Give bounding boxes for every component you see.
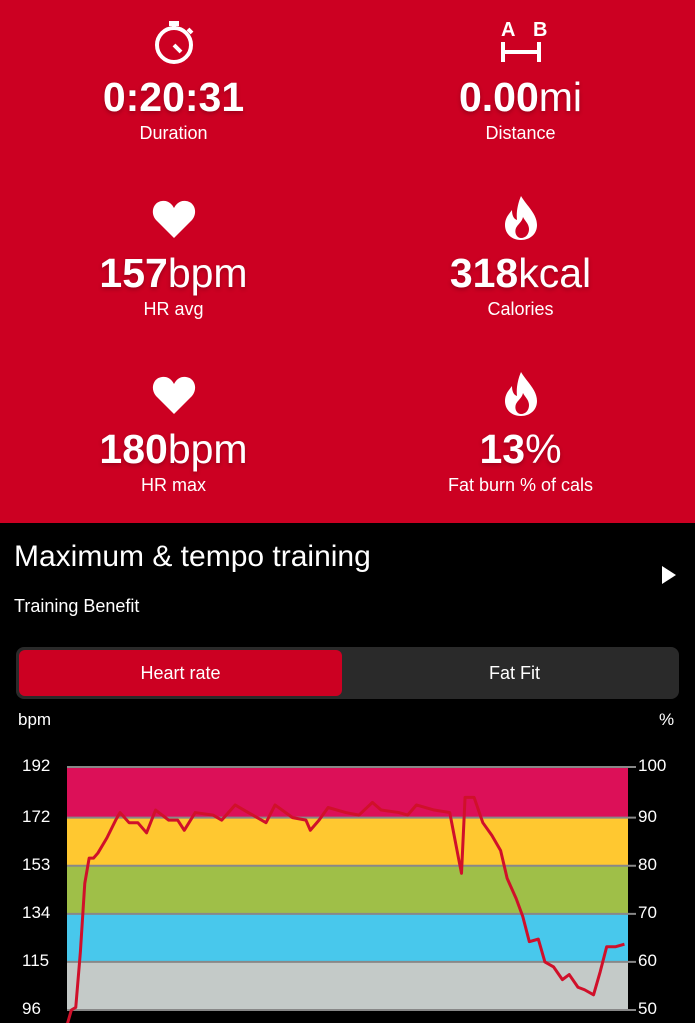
- chart-toggle: Heart rate Fat Fit: [16, 647, 679, 699]
- play-icon[interactable]: [662, 566, 676, 584]
- left-tick-label: 153: [22, 854, 51, 874]
- stat-label: Fat burn % of cals: [447, 475, 594, 495]
- stopwatch-icon: [0, 18, 347, 66]
- stat-label: HR max: [140, 475, 206, 495]
- training-benefit-title: Maximum & tempo training: [14, 540, 371, 573]
- left-tick-label: 115: [22, 950, 50, 970]
- stat-number: 13: [479, 426, 526, 472]
- stat-number: 0.00: [458, 74, 539, 120]
- hr-zone-4: [67, 817, 628, 866]
- summary-panel: 0:20:31 Duration A B 0.00mi Distance 157bp…: [0, 0, 695, 523]
- left-tick-label: 172: [22, 806, 51, 826]
- stat-value: 0.00mi: [347, 72, 694, 122]
- heart-rate-line: [66, 795, 625, 1023]
- stat-label: Distance: [485, 123, 556, 143]
- tab-fat-fit[interactable]: Fat Fit: [488, 662, 540, 683]
- stat-number: 157: [99, 250, 168, 296]
- distance-ab-letter-a: A: [501, 19, 515, 41]
- stat-unit: bpm: [167, 426, 248, 472]
- stat-number: 180: [99, 426, 168, 472]
- right-tick-label: 80: [638, 854, 657, 874]
- stat-unit: bpm: [167, 250, 248, 296]
- stat-label: Calories: [487, 299, 554, 319]
- stat-unit: mi: [538, 74, 583, 120]
- training-benefit-subtitle: Training Benefit: [14, 596, 140, 616]
- stat-value: 318kcal: [347, 248, 694, 298]
- stat-value: 180bpm: [0, 424, 347, 474]
- stat-value: 0:20:31: [0, 72, 347, 122]
- hr-zone-5: [67, 767, 628, 818]
- stat-hr-max: 180bpm HR max: [0, 370, 347, 496]
- left-tick-label: 192: [22, 756, 51, 775]
- stat-value: 157bpm: [0, 248, 347, 298]
- right-tick-label: 100: [638, 756, 667, 775]
- left-tick-label: 134: [22, 902, 51, 922]
- stat-label: HR avg: [143, 299, 204, 319]
- tab-heart-rate[interactable]: Heart rate: [19, 650, 342, 696]
- stat-calories: 318kcal Calories: [347, 194, 694, 320]
- left-axis-label: bpm: [18, 710, 52, 729]
- stat-number: 318: [449, 250, 519, 296]
- hr-zone-3: [67, 865, 628, 914]
- stat-fat-burn-of-cals: 13% Fat burn % of cals: [347, 370, 694, 496]
- stat-unit: kcal: [518, 250, 592, 296]
- distance-ab-letter-b: B: [533, 19, 547, 41]
- flame-icon: [347, 370, 694, 418]
- flame-icon: [347, 194, 694, 242]
- right-tick-label: 60: [638, 950, 657, 970]
- right-axis-label: %: [659, 710, 675, 729]
- stat-unit: %: [525, 426, 562, 472]
- stat-number: 0:20:31: [102, 74, 245, 120]
- stat-duration: 0:20:31 Duration: [0, 18, 347, 144]
- stat-value: 13%: [347, 424, 694, 474]
- hr-zone-2: [67, 913, 628, 962]
- left-tick-label: 96: [22, 999, 41, 1018]
- heart-icon: [0, 370, 347, 418]
- stat-hr-avg: 157bpm HR avg: [0, 194, 347, 320]
- right-tick-label: 50: [638, 999, 657, 1018]
- heart-icon: [0, 194, 347, 242]
- right-tick-label: 90: [638, 806, 657, 826]
- stat-label: Duration: [139, 123, 208, 143]
- hr-zone-1: [67, 961, 628, 1010]
- right-tick-label: 70: [638, 902, 657, 922]
